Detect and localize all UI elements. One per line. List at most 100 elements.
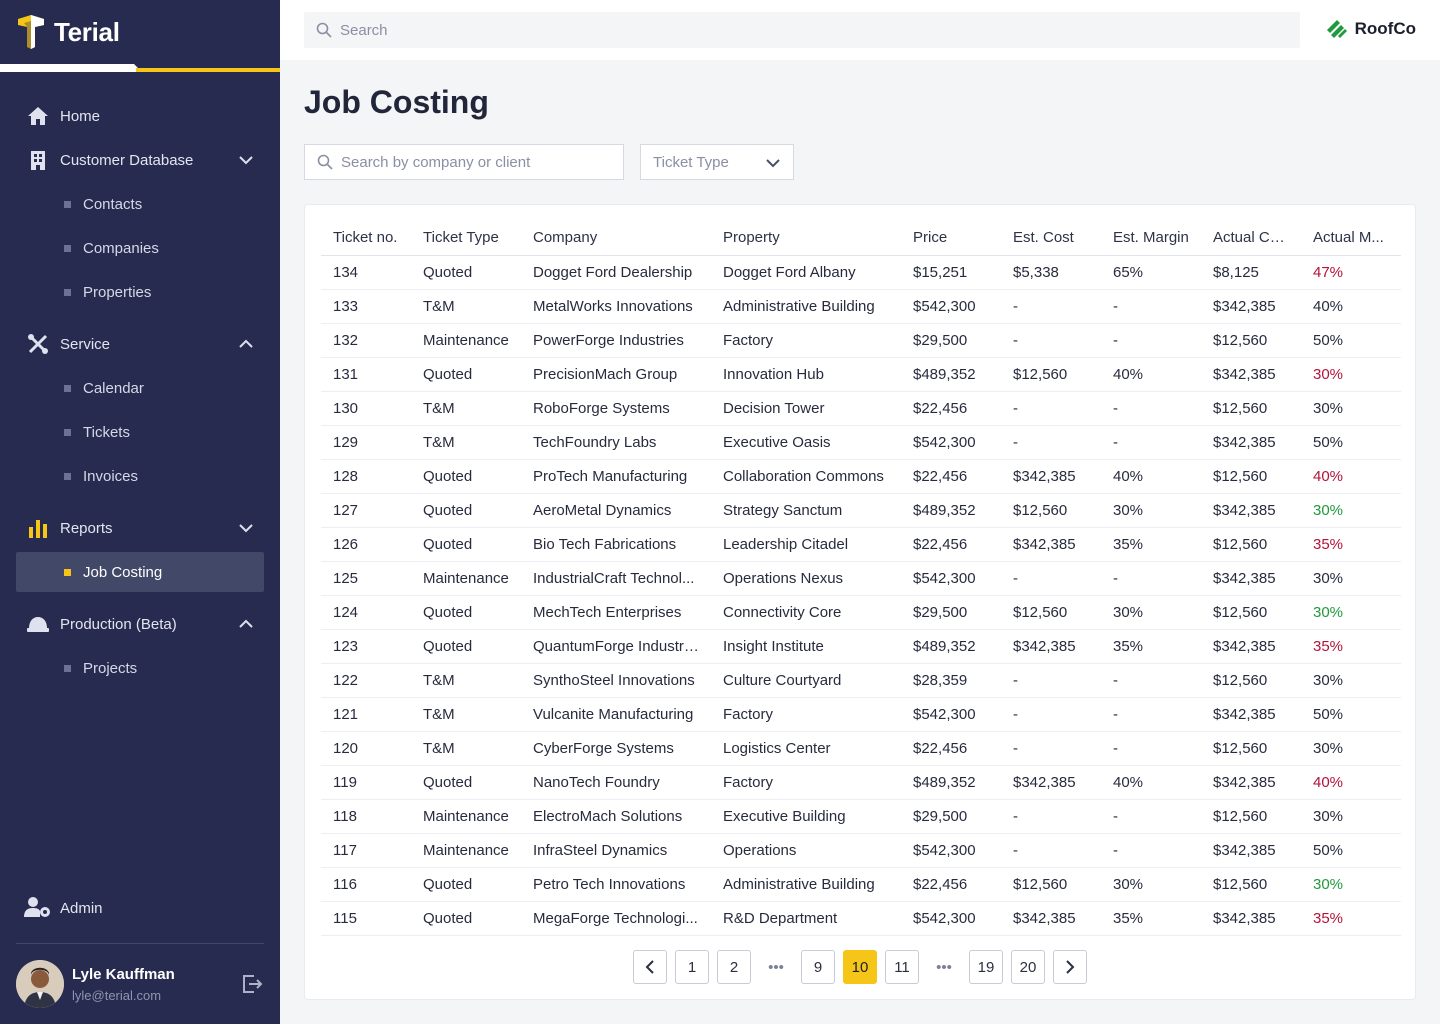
- table-cell: Factory: [711, 765, 901, 800]
- table-row[interactable]: 130 T&M RoboForge Systems Decision Tower $22…: [321, 391, 1401, 426]
- page-button[interactable]: 11: [885, 950, 919, 984]
- user-profile[interactable]: Lyle Kauffman lyle@terial.com: [16, 960, 264, 1008]
- table-row[interactable]: 122 T&M SynthoSteel Innovations Culture Cou…: [321, 663, 1401, 698]
- table-row[interactable]: 133 T&M MetalWorks Innovations Administrati…: [321, 289, 1401, 324]
- company-search-input[interactable]: [341, 153, 611, 171]
- page-button[interactable]: 10: [843, 950, 877, 984]
- page-button[interactable]: 20: [1011, 950, 1045, 984]
- nav-job-costing[interactable]: Job Costing: [16, 552, 264, 592]
- nav-reports-label: Reports: [60, 519, 113, 537]
- table-cell: $542,300: [901, 697, 1001, 732]
- table-cell: InfraSteel Dynamics: [521, 833, 711, 868]
- table-cell: 50%: [1301, 425, 1401, 460]
- column-header[interactable]: Actual M...: [1301, 221, 1401, 256]
- table-cell: 132: [321, 323, 411, 358]
- hard-hat-icon: [26, 612, 50, 636]
- nav-admin-label: Admin: [60, 899, 103, 917]
- prev-page-button[interactable]: [633, 950, 667, 984]
- nav-contacts[interactable]: Contacts: [16, 184, 264, 224]
- table-row[interactable]: 131 Quoted PrecisionMach Group Innovation H…: [321, 357, 1401, 392]
- table-cell: 47%: [1301, 255, 1401, 290]
- table-row[interactable]: 117 Maintenance InfraSteel Dynamics Operati…: [321, 833, 1401, 868]
- nav-calendar[interactable]: Calendar: [16, 368, 264, 408]
- table-row[interactable]: 129 T&M TechFoundry Labs Executive Oasis $54…: [321, 425, 1401, 460]
- table-row[interactable]: 128 Quoted ProTech Manufacturing Collaborat…: [321, 459, 1401, 494]
- nav-customer-database[interactable]: Customer Database: [16, 140, 264, 180]
- table-cell: 117: [321, 833, 411, 868]
- chevron-down-icon[interactable]: [238, 520, 254, 536]
- page-button[interactable]: 2: [717, 950, 751, 984]
- user-email: lyle@terial.com: [72, 987, 162, 1003]
- nav-admin[interactable]: Admin: [16, 888, 264, 928]
- page-button[interactable]: 19: [969, 950, 1003, 984]
- column-header[interactable]: Ticket Type: [411, 221, 521, 256]
- table-cell: -: [1001, 425, 1101, 460]
- table-row[interactable]: 126 Quoted Bio Tech Fabrications Leadership…: [321, 527, 1401, 562]
- chevron-left-icon: [645, 960, 654, 974]
- nav-service[interactable]: Service: [16, 324, 264, 364]
- global-search-input[interactable]: [340, 21, 1240, 39]
- table-row[interactable]: 116 Quoted Petro Tech Innovations Administr…: [321, 867, 1401, 902]
- column-header[interactable]: Actual Co...: [1201, 221, 1301, 256]
- chevron-up-icon[interactable]: [238, 336, 254, 352]
- nav-production[interactable]: Production (Beta): [16, 604, 264, 644]
- table-cell: $342,385: [1201, 493, 1301, 528]
- column-header[interactable]: Property: [711, 221, 901, 256]
- bullet-icon: [64, 288, 71, 296]
- tools-icon: [26, 332, 50, 356]
- table-cell: Quoted: [411, 357, 521, 392]
- nav-projects[interactable]: Projects: [16, 648, 264, 688]
- table-row[interactable]: 127 Quoted AeroMetal Dynamics Strategy Sanc…: [321, 493, 1401, 528]
- nav-reports[interactable]: Reports: [16, 508, 264, 548]
- ticket-type-select[interactable]: Ticket Type: [640, 144, 794, 180]
- nav-home[interactable]: Home: [16, 96, 264, 136]
- column-header[interactable]: Ticket no.: [321, 221, 411, 256]
- table-cell: Executive Oasis: [711, 425, 901, 460]
- table-cell: -: [1001, 561, 1101, 596]
- table-cell: ProTech Manufacturing: [521, 459, 711, 494]
- client-logo[interactable]: RoofCo: [1325, 18, 1416, 40]
- column-header[interactable]: Price: [901, 221, 1001, 256]
- table-cell: $342,385: [1201, 697, 1301, 732]
- table-cell: Dogget Ford Dealership: [521, 255, 711, 290]
- nav-companies[interactable]: Companies: [16, 228, 264, 268]
- nav-invoices[interactable]: Invoices: [16, 456, 264, 496]
- bullet-icon: [64, 244, 71, 252]
- brand-logo[interactable]: Terial: [16, 14, 120, 50]
- next-page-button[interactable]: [1053, 950, 1087, 984]
- table-row[interactable]: 134 Quoted Dogget Ford Dealership Dogget Fo…: [321, 255, 1401, 290]
- table-row[interactable]: 118 Maintenance ElectroMach Solutions Execu…: [321, 799, 1401, 834]
- page-button[interactable]: 9: [801, 950, 835, 984]
- logout-icon[interactable]: [240, 972, 264, 996]
- column-header[interactable]: Est. Cost: [1001, 221, 1101, 256]
- nav-properties[interactable]: Properties: [16, 272, 264, 312]
- table-cell: $342,385: [1201, 357, 1301, 392]
- table-row[interactable]: 123 Quoted QuantumForge Industri... Insight…: [321, 629, 1401, 664]
- table-cell: $342,385: [1001, 527, 1101, 562]
- table-cell: 40%: [1301, 289, 1401, 324]
- page-button[interactable]: 1: [675, 950, 709, 984]
- table-cell: Quoted: [411, 459, 521, 494]
- nav-tickets[interactable]: Tickets: [16, 412, 264, 452]
- company-search[interactable]: [304, 144, 624, 180]
- chevron-up-icon[interactable]: [238, 616, 254, 632]
- table-row[interactable]: 132 Maintenance PowerForge Industries Facto…: [321, 323, 1401, 358]
- table-row[interactable]: 124 Quoted MechTech Enterprises Connectivit…: [321, 595, 1401, 630]
- column-header[interactable]: Est. Margin: [1101, 221, 1201, 256]
- table-cell: $489,352: [901, 765, 1001, 800]
- table-row[interactable]: 115 Quoted MegaForge Technologi... R&D Depa…: [321, 901, 1401, 936]
- table-row[interactable]: 125 Maintenance IndustrialCraft Technol...…: [321, 561, 1401, 596]
- table-cell: -: [1101, 799, 1201, 834]
- table-row[interactable]: 120 T&M CyberForge Systems Logistics Center…: [321, 731, 1401, 766]
- roofco-logo-icon: [1326, 20, 1347, 38]
- table-row[interactable]: 119 Quoted NanoTech Foundry Factory $489,352…: [321, 765, 1401, 800]
- column-header[interactable]: Company: [521, 221, 711, 256]
- nav-contacts-label: Contacts: [83, 195, 143, 213]
- global-search[interactable]: [304, 12, 1300, 48]
- table-cell: -: [1101, 663, 1201, 698]
- table-cell: 65%: [1101, 255, 1201, 290]
- table-row[interactable]: 121 T&M Vulcanite Manufacturing Factory $542…: [321, 697, 1401, 732]
- chevron-down-icon[interactable]: [238, 152, 254, 168]
- chevron-down-icon: [766, 159, 780, 168]
- table-cell: T&M: [411, 697, 521, 732]
